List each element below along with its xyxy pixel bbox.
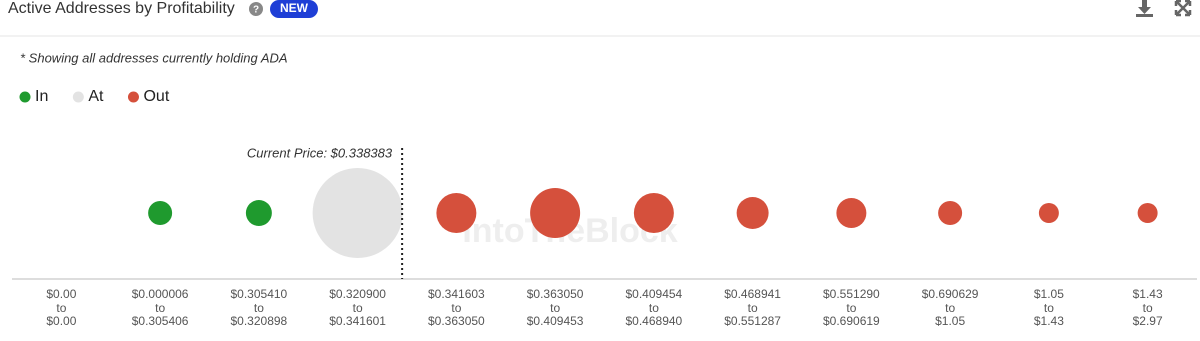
x-tick-label: $0.00 [46, 314, 76, 328]
x-tick-label: $0.468940 [626, 314, 683, 328]
download-icon[interactable] [1136, 0, 1153, 17]
x-tick-label: $0.690619 [823, 314, 880, 328]
x-tick-label: $0.320900 [329, 287, 386, 301]
x-tick-label: to [846, 301, 856, 315]
badge-text: NEW [280, 1, 309, 15]
x-tick-label: $1.05 [935, 314, 965, 328]
bubble [1137, 203, 1158, 223]
x-tick-label: $0.551290 [823, 287, 880, 301]
x-tick-label: to [155, 301, 165, 315]
expand-icon[interactable] [1174, 0, 1192, 17]
x-tick-label: $0.320898 [231, 314, 288, 328]
help-icon[interactable] [249, 2, 263, 16]
bubble [530, 188, 581, 238]
x-tick-label: to [451, 301, 461, 315]
badge [270, 0, 318, 18]
x-tick-label: $0.409453 [527, 314, 584, 328]
page-title: Active Addresses by Profitability [8, 0, 235, 17]
x-tick-label: $1.05 [1034, 287, 1064, 301]
bubble [148, 201, 173, 225]
x-tick-label: $0.341601 [329, 314, 386, 328]
x-tick-label: to [945, 301, 955, 315]
help-mark: ? [253, 5, 259, 16]
legend-marker [127, 91, 139, 103]
bubble [736, 197, 769, 229]
x-tick-label: $0.341603 [428, 287, 485, 301]
x-tick-label: $0.00 [46, 287, 76, 301]
x-tick-label: $0.409454 [626, 287, 683, 301]
bubble [312, 168, 403, 258]
x-tick-label: $0.551287 [724, 314, 781, 328]
x-tick-label: $1.43 [1133, 287, 1163, 301]
x-tick-label: to [550, 301, 560, 315]
x-tick-label: to [748, 301, 758, 315]
x-tick-label: to [649, 301, 659, 315]
x-tick-label: $0.690629 [922, 287, 979, 301]
x-tick-label: $0.363050 [428, 314, 485, 328]
bubble [245, 200, 272, 226]
x-tick-label: to [254, 301, 264, 315]
bubble [836, 198, 867, 228]
x-tick-label: $2.97 [1133, 314, 1163, 328]
x-tick-label: $0.305410 [231, 287, 288, 301]
bubble [633, 193, 674, 233]
x-tick-label: to [353, 301, 363, 315]
legend-label: At [88, 88, 104, 105]
x-tick-label: $0.305406 [132, 314, 189, 328]
legend-marker [19, 91, 31, 103]
bubble [938, 201, 963, 225]
bubble [436, 193, 477, 233]
x-tick-label: $0.468941 [724, 287, 781, 301]
x-tick-label: to [1143, 301, 1153, 315]
x-tick-label: to [56, 301, 66, 315]
x-tick-label: to [1044, 301, 1054, 315]
bubble [1038, 203, 1059, 223]
x-tick-label: $0.000006 [132, 287, 189, 301]
legend-label: In [35, 88, 48, 105]
note: * Showing all addresses currently holdin… [20, 50, 288, 65]
legend-label: Out [143, 88, 169, 105]
x-tick-label: $0.363050 [527, 287, 584, 301]
legend-marker [72, 91, 84, 103]
x-tick-label: $1.43 [1034, 314, 1064, 328]
annotation: Current Price: $0.338383 [247, 145, 393, 160]
